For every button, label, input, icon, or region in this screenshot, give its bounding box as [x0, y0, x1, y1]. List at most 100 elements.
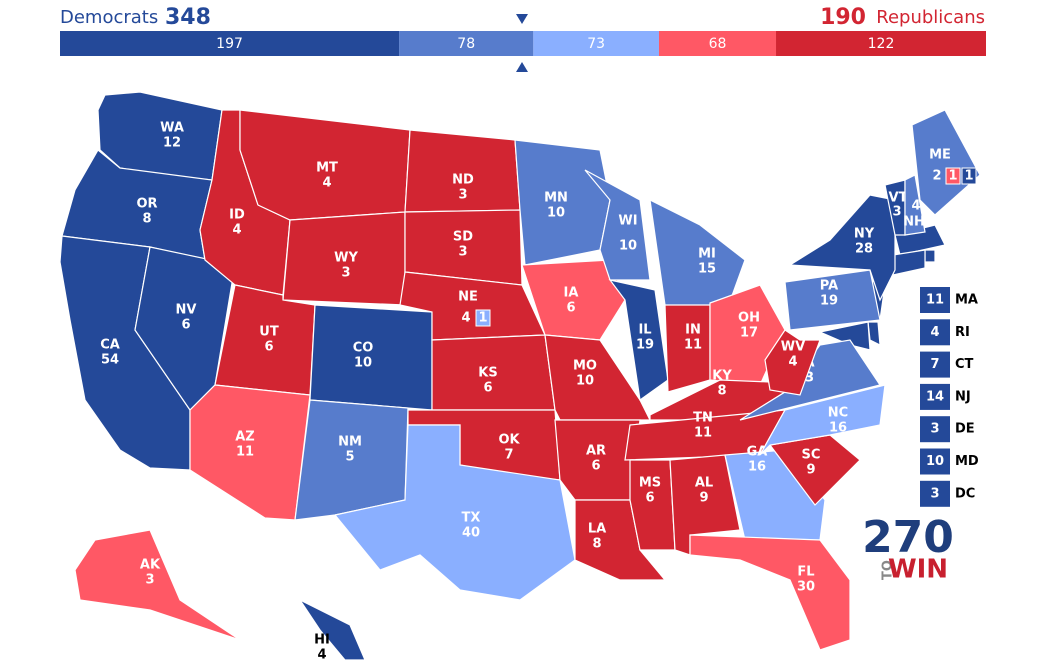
state-abbr: OR — [136, 197, 157, 212]
state-shape — [333, 424, 576, 601]
bar-segment — [658, 31, 777, 56]
state-votes: 28 — [855, 242, 873, 257]
state-abbr: GA — [747, 445, 768, 460]
callout-votes: 14 — [926, 389, 944, 404]
callout-votes: 7 — [930, 357, 939, 372]
state-votes: 11 — [684, 338, 702, 353]
state-votes: 9 — [699, 491, 708, 506]
state-abbr: NH — [903, 215, 925, 230]
dem-label: Democrats — [60, 7, 158, 28]
bar-segment — [776, 31, 986, 56]
state-votes: 4 — [788, 355, 797, 370]
state-votes: 15 — [698, 262, 716, 277]
callout-votes: 10 — [926, 454, 944, 469]
callout-abbr: MD — [955, 454, 979, 469]
state-abbr: TN — [693, 411, 713, 426]
state-shape — [74, 529, 241, 641]
district-box — [945, 167, 961, 185]
state-abbr: SD — [453, 230, 473, 245]
state-votes: 4 — [461, 311, 470, 326]
state-abbr: KY — [712, 369, 732, 384]
state-abbr: WA — [160, 121, 184, 136]
state-abbr: NM — [338, 435, 362, 450]
state-abbr: NC — [828, 406, 848, 421]
state-abbr: AR — [586, 444, 606, 459]
state-abbr: ID — [229, 208, 245, 223]
state-abbr: UT — [259, 325, 279, 340]
state-abbr: KS — [478, 366, 497, 381]
state-shape — [911, 109, 981, 216]
bar-segment-label: 78 — [457, 36, 475, 52]
state-abbr: PA — [820, 279, 838, 294]
state-abbr: IA — [564, 286, 579, 301]
state-abbr: IN — [685, 323, 701, 338]
callout-votes: 3 — [930, 486, 939, 501]
state-votes: 8 — [717, 384, 726, 399]
bar-segment — [533, 31, 659, 56]
state-abbr: CO — [353, 341, 374, 356]
state-votes: 6 — [181, 318, 190, 333]
rep-label: Republicans — [876, 7, 985, 28]
state-votes: 8 — [142, 212, 151, 227]
state-abbr: MI — [698, 247, 716, 262]
callout-abbr: NJ — [955, 389, 971, 404]
tally-bar: 197 78 73 68 122 — [60, 31, 986, 56]
state-abbr: IL — [638, 323, 651, 338]
bar-segment — [399, 31, 534, 56]
state-abbr: MT — [316, 161, 338, 176]
state-votes: 7 — [504, 448, 513, 463]
district-box — [961, 167, 977, 185]
state-votes: 40 — [462, 526, 480, 541]
district-votes: 1 — [948, 169, 957, 184]
state-abbr: OH — [738, 311, 760, 326]
bar-segment-label: 197 — [216, 36, 243, 52]
callout-box — [920, 416, 950, 443]
state-abbr: NY — [854, 227, 875, 242]
state-shape — [764, 329, 821, 396]
state-shape — [298, 598, 366, 661]
bar-segment-label: 68 — [709, 36, 727, 52]
district-votes: 1 — [478, 311, 487, 326]
state-votes: 2 — [932, 169, 941, 184]
state-votes: 54 — [101, 353, 119, 368]
state-abbr: FL — [797, 565, 814, 580]
state-votes: 9 — [806, 463, 815, 478]
callout-votes: 3 — [930, 422, 939, 437]
state-votes: 11 — [694, 426, 712, 441]
state-votes: 11 — [236, 445, 254, 460]
callout-abbr: MA — [955, 293, 978, 308]
state-votes: 6 — [264, 340, 273, 355]
logo: 270 TO WIN — [862, 512, 954, 585]
state-votes: 3 — [458, 188, 467, 203]
state-abbr: NE — [458, 290, 478, 305]
state-votes: 4 — [911, 199, 920, 214]
state-votes: 19 — [636, 338, 654, 353]
state-shape — [924, 249, 936, 263]
state-votes: 5 — [345, 450, 354, 465]
state-votes: 10 — [547, 206, 565, 221]
state-abbr: LA — [588, 522, 606, 537]
state-abbr: SC — [802, 448, 821, 463]
state-votes: 3 — [341, 266, 350, 281]
state-abbr: WY — [334, 251, 358, 266]
state-votes: 3 — [145, 573, 154, 588]
state-abbr: MO — [573, 359, 597, 374]
state-abbr: MS — [639, 476, 661, 491]
district-box — [475, 309, 491, 327]
state-abbr: NV — [176, 303, 197, 318]
state-votes: 6 — [566, 301, 575, 316]
state-shape — [784, 269, 881, 331]
state-abbr: TX — [462, 511, 481, 526]
district-votes: 1 — [964, 169, 973, 184]
state-votes: 16 — [829, 421, 847, 436]
state-shape — [739, 339, 881, 421]
callout-abbr: CT — [955, 357, 974, 372]
logo-win: WIN — [888, 555, 948, 585]
state-votes: 10 — [576, 374, 594, 389]
state-abbr: WV — [781, 340, 805, 355]
state-votes: 4 — [322, 176, 331, 191]
states: WA12OR8CA54NV6ID4MT4WY3UT6AZ11CO10NM5ND3… — [59, 91, 981, 663]
rep-total: 190 — [820, 5, 866, 30]
callout-abbr: DC — [955, 486, 975, 501]
